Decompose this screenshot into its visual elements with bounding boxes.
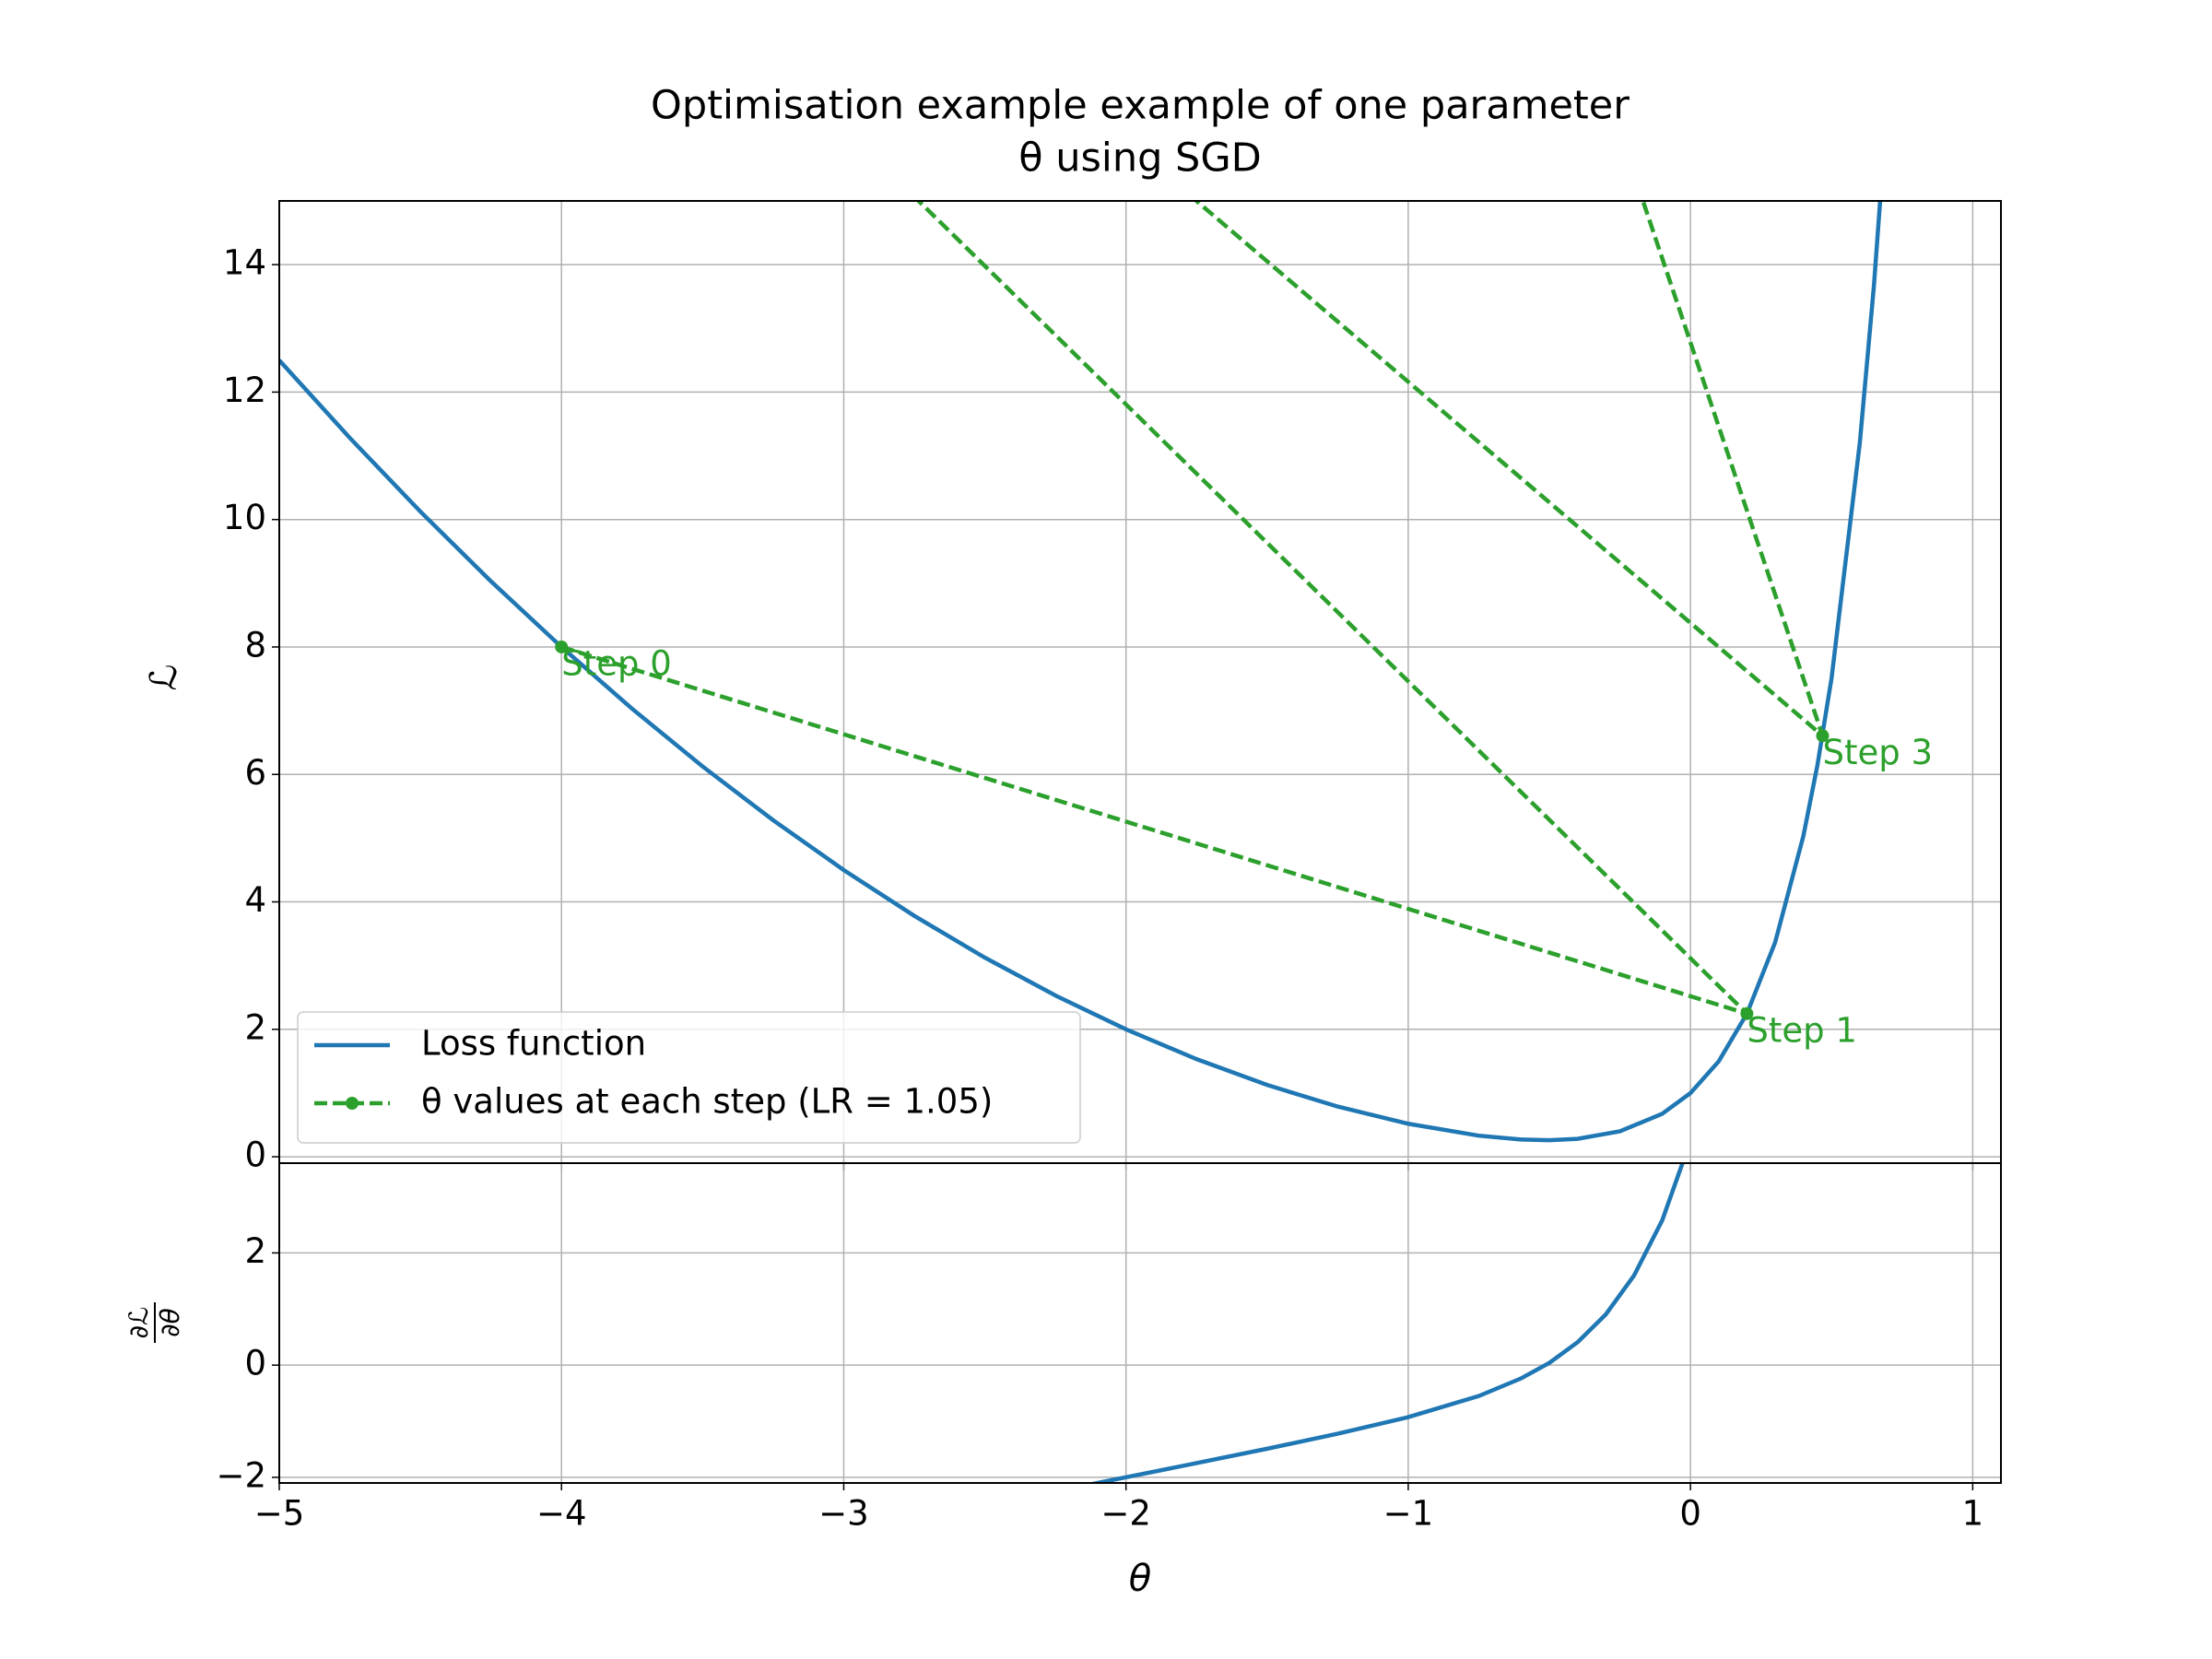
y-axis-label-denominator: ∂θ [155, 1308, 185, 1337]
line-series [1087, 1163, 1685, 1483]
plot-area [1087, 1163, 1685, 1483]
point-marker [1740, 1006, 1754, 1020]
axes-frame [278, 1162, 2002, 1484]
y-tick-label: 14 [223, 243, 266, 283]
x-tick-label: −5 [254, 1494, 305, 1534]
legend-label: Loss function [421, 1024, 646, 1064]
y-axis-label-numerator: ∂ℒ [124, 1307, 154, 1339]
x-tick-label: −4 [536, 1494, 587, 1534]
step-label: Step 3 [1822, 733, 1933, 772]
x-tick-label: 0 [1679, 1494, 1701, 1534]
legend-label: θ values at each step (LR = 1.05) [421, 1082, 993, 1122]
x-tick-label: −2 [1100, 1494, 1151, 1534]
point-marker [555, 640, 569, 653]
point-marker [1816, 729, 1830, 743]
chart-title: θ using SGD [1018, 135, 1262, 182]
line-series [279, 201, 1883, 1143]
y-tick-label: 12 [223, 371, 266, 410]
y-axis-label: ∂ℒ ∂θ [124, 1302, 185, 1343]
y-tick-label: 10 [223, 498, 266, 537]
plot-area: Step 0 Step 1 Step 3 [279, 201, 1933, 1143]
line-series [560, 201, 1828, 1016]
y-tick-label: −2 [216, 1455, 266, 1495]
x-tick-label: 1 [1962, 1494, 1984, 1534]
legend-marker [346, 1097, 359, 1110]
step-label: Step 1 [1747, 1010, 1857, 1050]
y-tick-label: 2 [244, 1007, 266, 1047]
y-axis-label: ℒ [143, 665, 185, 691]
chart-title: Optimisation example example of one para… [651, 83, 1630, 129]
step-label: Step 0 [561, 643, 672, 683]
legend-box [297, 1011, 1081, 1144]
x-tick-label: −1 [1383, 1494, 1434, 1534]
y-tick-label: 8 [244, 625, 266, 665]
y-tick-label: 0 [244, 1135, 266, 1175]
y-tick-label: 6 [244, 753, 266, 793]
y-tick-label: 2 [244, 1231, 266, 1271]
x-tick-label: −3 [818, 1494, 869, 1534]
x-axis-label: θ [1129, 1558, 1151, 1600]
y-tick-label: 0 [244, 1344, 266, 1383]
y-tick-label: 4 [244, 880, 266, 920]
